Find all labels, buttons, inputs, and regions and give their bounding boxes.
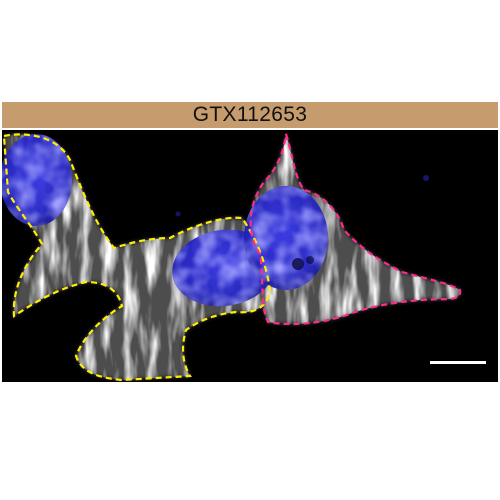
- left-cells-cytoplasm: [4, 134, 270, 380]
- micrograph-canvas: [2, 133, 462, 382]
- scale-bar: [430, 361, 486, 364]
- nuclei: [2, 134, 429, 307]
- fluorescence-micrograph: [2, 130, 498, 382]
- cell-outline-magenta: [249, 133, 462, 326]
- cell-outline-yellow: [2, 133, 272, 382]
- antibody-label-bar: GTX112653: [2, 102, 498, 128]
- antibody-label: GTX112653: [192, 103, 308, 126]
